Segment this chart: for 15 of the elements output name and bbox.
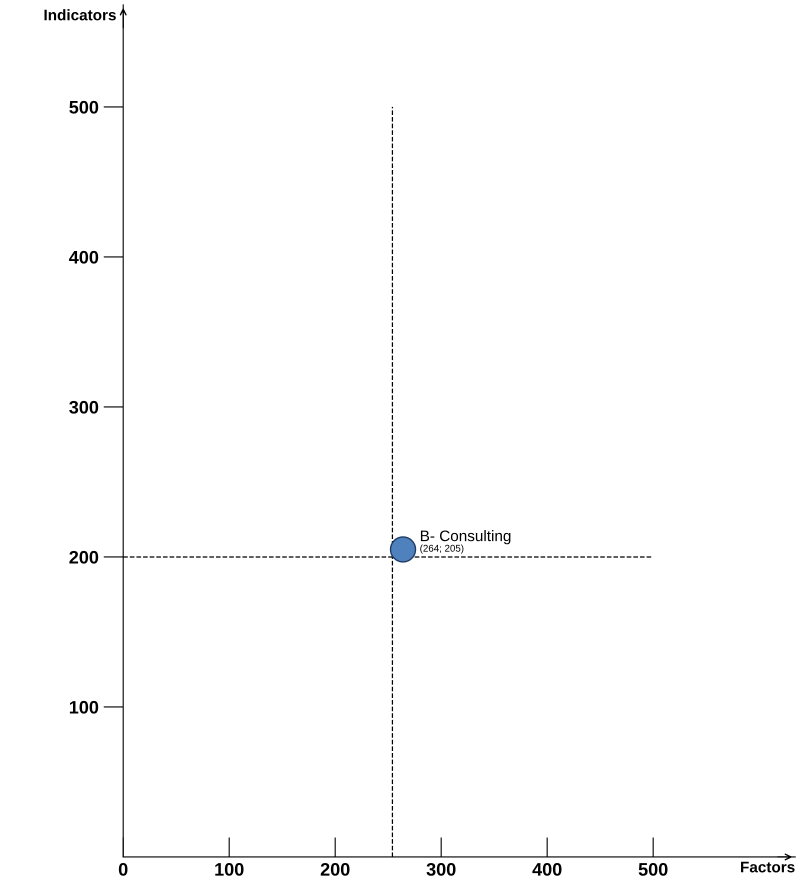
x-tick-label: 0 [118, 862, 128, 876]
x-tick-label: 500 [638, 862, 668, 876]
x-tick-label: 400 [532, 862, 562, 876]
y-tick-label: 300 [69, 400, 98, 414]
y-tick-label: 200 [69, 550, 98, 564]
series-label: B- Consulting [420, 530, 510, 544]
x-axis-title: Factors [741, 862, 795, 872]
y-tick-label: 100 [70, 700, 98, 714]
y-tick-label: 400 [69, 250, 98, 264]
x-tick-label: 100 [215, 862, 244, 876]
annotation: (264; 205) [420, 544, 464, 554]
y-axis-title: Indicators [44, 9, 116, 20]
y-tick-label: 500 [69, 100, 98, 114]
x-tick-label: 300 [426, 862, 456, 876]
x-tick-label: 200 [320, 862, 350, 876]
